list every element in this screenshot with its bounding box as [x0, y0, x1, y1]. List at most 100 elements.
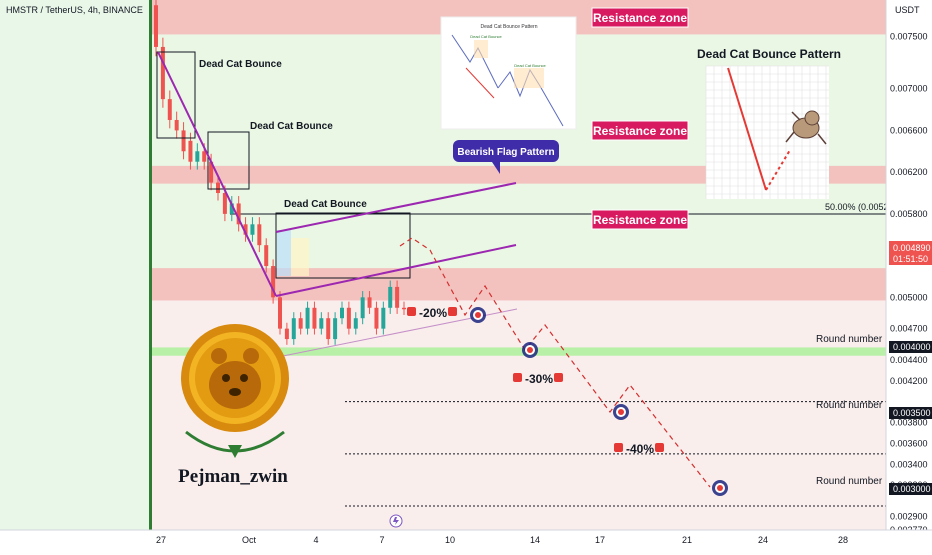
- price-tick-label: 0.007500: [890, 32, 928, 42]
- candle-body: [353, 318, 358, 329]
- dead-cat-label-3: Dead Cat Bounce: [284, 199, 367, 210]
- candle-body: [395, 286, 400, 308]
- author-signature: Pejman_zwin: [178, 466, 288, 487]
- dead-cat-label-1: Dead Cat Bounce: [199, 59, 282, 70]
- svg-text:-20%: -20%: [419, 306, 447, 320]
- target-icon: [613, 404, 629, 420]
- round-number-label-3: Round number: [816, 476, 883, 487]
- candle-body: [160, 46, 165, 100]
- candle-body: [167, 99, 172, 120]
- round-tag-2: 0.003500: [889, 407, 932, 419]
- candle-body: [319, 318, 324, 329]
- candle-body: [188, 140, 193, 162]
- dead-cat-box-1: [156, 51, 196, 139]
- price-tick-label: 0.006200: [890, 167, 928, 177]
- lightning-icon[interactable]: [389, 514, 403, 528]
- svg-text:0.003000: 0.003000: [893, 484, 931, 494]
- svg-text:Dead Cat Bounce Pattern: Dead Cat Bounce Pattern: [697, 47, 841, 61]
- svg-text:Resistance zone: Resistance zone: [593, 213, 687, 227]
- candles-layer: [154, 0, 406, 345]
- candle-body: [216, 182, 220, 194]
- candle-body: [367, 297, 372, 308]
- price-tick-label: 0.007000: [890, 84, 928, 94]
- round-number-label-1: Round number: [816, 334, 883, 345]
- time-tick-label: 21: [682, 535, 692, 545]
- dead-cat-box-3: [275, 212, 411, 279]
- round-number-label-2: Round number: [816, 400, 883, 411]
- time-tick-label: 28: [838, 535, 848, 545]
- price-tick-label: 0.003800: [890, 418, 928, 428]
- price-tick-label: 0.002900: [890, 511, 928, 521]
- candle-body: [284, 328, 289, 340]
- hamster-coin-logo: [181, 324, 289, 458]
- price-tick-label: 0.005800: [890, 209, 928, 219]
- dead-cat-label-2: Dead Cat Bounce: [250, 121, 333, 132]
- current-price-tag: 0.004890 01:51:50: [889, 241, 932, 265]
- target-icon: [712, 480, 728, 496]
- svg-text:0.004890: 0.004890: [893, 243, 931, 253]
- candle-body: [181, 130, 186, 152]
- svg-text:Dead Cat Bounce: Dead Cat Bounce: [514, 63, 546, 68]
- drop-trendline-1: [157, 51, 277, 297]
- candle-body: [271, 266, 276, 298]
- time-tick-label: 4: [313, 535, 318, 545]
- candle-body: [278, 297, 282, 329]
- flag-fill-yellow: [291, 238, 309, 276]
- time-ticks: 27 Oct 4 7 10 14 17 21 24 28: [156, 535, 848, 545]
- time-tick-label: 14: [530, 535, 540, 545]
- candle-body: [174, 119, 179, 131]
- time-axis[interactable]: [0, 530, 932, 550]
- candle-body: [209, 161, 214, 183]
- price-tick-label: 0.006600: [890, 125, 928, 135]
- time-tick-label: 17: [595, 535, 605, 545]
- support-zone: [150, 347, 886, 356]
- dead-cat-box-2: [207, 131, 250, 190]
- flag-fill-blue: [277, 230, 291, 276]
- svg-text:Bearish Flag Pattern: Bearish Flag Pattern: [457, 147, 554, 158]
- currency-label: USDT: [895, 5, 920, 15]
- fib-50-label: 50.00% (0.005233): [825, 202, 902, 212]
- candle-body: [202, 151, 207, 162]
- resistance-zone-2: [150, 165, 886, 184]
- round-tag-1: 0.004000: [889, 341, 932, 353]
- price-tick-label: 0.003400: [890, 459, 928, 469]
- candle-body: [257, 224, 262, 246]
- candle-body: [346, 307, 351, 329]
- candle-body: [326, 318, 331, 340]
- candle-body: [222, 193, 227, 214]
- target-icon: [522, 342, 538, 358]
- candle-body: [360, 297, 365, 319]
- projection-path: [399, 237, 711, 488]
- resistance-label-1: Resistance zone: [591, 7, 689, 28]
- candle-body: [312, 307, 317, 329]
- left-green-bar: [149, 0, 152, 530]
- candle-body: [305, 307, 310, 329]
- flag-upper-line: [275, 182, 517, 233]
- bearish-flag-callout: Bearish Flag Pattern: [453, 140, 559, 174]
- candle-body: [154, 5, 158, 47]
- candle-body: [291, 318, 296, 340]
- svg-text:0.003500: 0.003500: [893, 408, 931, 418]
- svg-text:0.004000: 0.004000: [893, 342, 931, 352]
- symbol-line: HMSTR / TetherUS, 4h, BINANCE: [6, 5, 143, 15]
- resistance-zone-3: [150, 268, 886, 301]
- svg-text:-40%: -40%: [626, 442, 654, 456]
- candle-body: [229, 203, 234, 214]
- pattern-thumbnail: Dead Cat Bounce Pattern Dead Cat Bounce …: [440, 16, 577, 130]
- round-tag-3: 0.003000: [889, 483, 932, 495]
- left-margin-background: [0, 0, 150, 530]
- target-icon: [470, 307, 486, 323]
- candle-body: [402, 307, 406, 310]
- candle-body: [236, 203, 241, 225]
- svg-text:01:51:50: 01:51:50: [893, 254, 928, 264]
- price-tick-label: 0.004200: [890, 376, 928, 386]
- cat-icon: [785, 110, 827, 145]
- price-tick-label: 0.004400: [890, 355, 928, 365]
- time-tick-label: 27: [156, 535, 166, 545]
- price-tick-label: 0.004700: [890, 324, 928, 334]
- svg-text:Dead Cat Bounce: Dead Cat Bounce: [470, 34, 502, 39]
- resistance-label-2: Resistance zone: [591, 120, 689, 141]
- resistance-label-3: Resistance zone: [591, 209, 689, 230]
